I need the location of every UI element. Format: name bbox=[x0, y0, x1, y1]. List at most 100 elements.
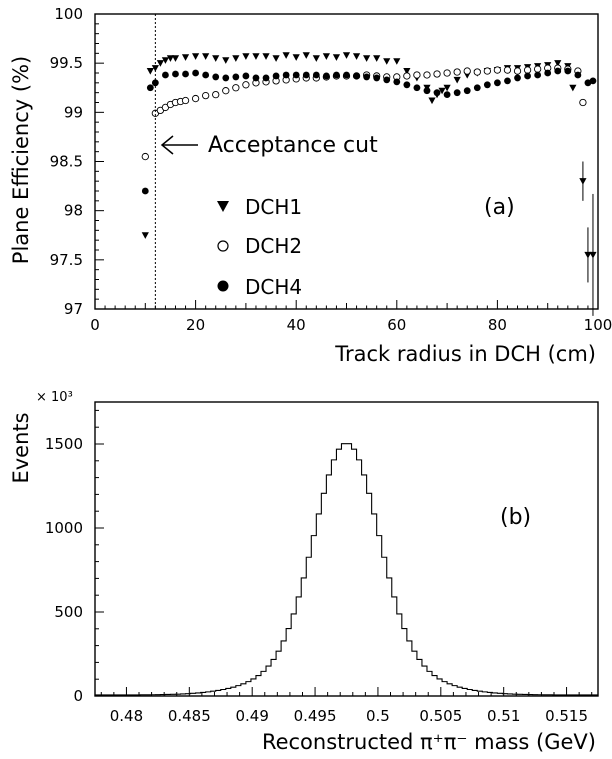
point-dch1 bbox=[373, 55, 381, 62]
point-dch1 bbox=[232, 55, 240, 62]
point-dch4 bbox=[162, 71, 169, 79]
legend-marker-dch1 bbox=[217, 201, 229, 212]
panel-b-xtick-label: 0.48 bbox=[110, 707, 143, 725]
point-dch2 bbox=[403, 72, 411, 80]
point-dch2 bbox=[222, 87, 230, 95]
point-dch4 bbox=[383, 76, 391, 84]
panel-b-ylabel: Events bbox=[9, 412, 33, 483]
point-dch1 bbox=[332, 54, 341, 61]
acceptance-cut-arrow bbox=[160, 135, 198, 155]
point-dch2 bbox=[483, 67, 491, 75]
point-dch4 bbox=[242, 72, 250, 80]
point-dch1 bbox=[312, 55, 320, 62]
histogram-outline bbox=[94, 443, 599, 696]
panel-b-marks bbox=[94, 443, 599, 696]
point-dch1 bbox=[579, 178, 587, 185]
point-dch1 bbox=[212, 55, 220, 62]
point-dch2 bbox=[413, 71, 421, 79]
panel-a-xtick-label: 60 bbox=[387, 316, 406, 334]
panel-b-xlabel: Reconstructed π⁺π⁻ mass (GeV) bbox=[262, 730, 596, 754]
point-dch2 bbox=[202, 91, 210, 100]
point-dch4 bbox=[232, 73, 240, 81]
panel-b-label: (b) bbox=[500, 505, 531, 530]
point-dch4 bbox=[524, 72, 531, 80]
legend-label-dch4: DCH4 bbox=[245, 275, 302, 299]
point-dch1 bbox=[453, 76, 461, 84]
point-dch4 bbox=[222, 74, 230, 82]
legend-marker-dch2 bbox=[217, 240, 229, 252]
point-dch4 bbox=[433, 89, 441, 97]
panel-a-ylabel: Plane Efficiency (%) bbox=[9, 56, 33, 264]
point-dch4 bbox=[494, 79, 501, 87]
point-dch4 bbox=[423, 87, 431, 95]
point-dch1 bbox=[292, 54, 300, 61]
panel-b-xtick-label: 0.505 bbox=[419, 707, 462, 725]
legend-a: DCH1 DCH2 DCH4 bbox=[217, 195, 302, 299]
panel-a: 0 20 40 60 80 100 97 97.5 98 98.5 99 99.5 100 Accept… bbox=[9, 5, 612, 366]
panel-a-marks bbox=[141, 52, 597, 316]
point-dch4 bbox=[302, 71, 310, 79]
point-dch2 bbox=[533, 65, 542, 73]
point-dch2 bbox=[523, 66, 532, 74]
panel-a-xtick-label: 100 bbox=[584, 316, 612, 334]
point-dch1 bbox=[151, 65, 159, 72]
point-dch1 bbox=[282, 52, 290, 59]
point-dch2 bbox=[453, 68, 461, 76]
point-dch1 bbox=[393, 58, 401, 65]
panel-b-xtick-label: 0.51 bbox=[487, 707, 520, 725]
panel-a-ytick-label: 100 bbox=[54, 5, 83, 23]
panel-a-xtick-label: 0 bbox=[90, 316, 100, 334]
panel-b-frame bbox=[94, 401, 599, 697]
panel-b-xtick-label: 0.495 bbox=[294, 707, 337, 725]
panel-b-xtick-label: 0.5 bbox=[366, 707, 390, 725]
legend-label-dch1: DCH1 bbox=[245, 195, 302, 219]
point-dch4 bbox=[373, 74, 381, 82]
point-dch1 bbox=[156, 60, 164, 67]
point-dch4 bbox=[333, 71, 340, 79]
point-dch1 bbox=[146, 68, 154, 75]
point-dch4 bbox=[473, 84, 481, 92]
point-dch2 bbox=[191, 94, 200, 103]
point-dch1 bbox=[589, 251, 597, 259]
point-dch4 bbox=[272, 72, 280, 80]
panel-b-xtick-label: 0.49 bbox=[235, 707, 268, 725]
point-dch2 bbox=[433, 70, 441, 78]
point-dch1 bbox=[181, 54, 190, 61]
point-dch1 bbox=[202, 53, 210, 60]
point-dch4 bbox=[564, 67, 572, 75]
panel-a-xtick-label: 80 bbox=[488, 316, 507, 334]
panel-a-xtick-label: 40 bbox=[287, 316, 306, 334]
point-dch1 bbox=[161, 57, 170, 64]
point-dch1 bbox=[222, 57, 230, 64]
point-dch2 bbox=[212, 90, 220, 99]
point-dch1 bbox=[428, 97, 436, 105]
point-dch4 bbox=[574, 71, 582, 79]
panel-a-ticks: 0 20 40 60 80 100 97 97.5 98 98.5 99 99.5 100 bbox=[50, 5, 612, 334]
legend-marker-dch4 bbox=[217, 280, 229, 292]
point-dch1 bbox=[252, 53, 260, 60]
point-dch4 bbox=[463, 87, 471, 95]
panel-b-ytick-label: 0 bbox=[73, 687, 83, 705]
point-dch4 bbox=[589, 77, 597, 85]
panel-b-xtick-label: 0.485 bbox=[168, 707, 211, 725]
point-dch1 bbox=[322, 53, 330, 60]
point-dch2 bbox=[463, 67, 471, 75]
point-dch4 bbox=[353, 72, 360, 80]
point-dch4 bbox=[322, 72, 330, 80]
point-dch1 bbox=[272, 55, 280, 62]
point-dch4 bbox=[363, 73, 371, 81]
panel-b-ytick-label: 500 bbox=[54, 603, 83, 621]
panel-a-ytick-label: 97 bbox=[64, 300, 83, 318]
panel-b-ytick-label: 1500 bbox=[45, 435, 83, 453]
point-dch4 bbox=[544, 69, 552, 77]
point-dch1 bbox=[352, 53, 361, 60]
point-dch4 bbox=[252, 74, 260, 82]
point-dch1 bbox=[166, 55, 175, 62]
point-dch4 bbox=[282, 71, 290, 79]
point-dch4 bbox=[192, 69, 200, 77]
point-dch4 bbox=[212, 73, 220, 81]
point-dch4 bbox=[504, 77, 511, 85]
panel-b: 0.48 0.485 0.49 0.495 0.5 0.505 0.51 0.515 0 500 1… bbox=[9, 390, 599, 754]
point-dch1 bbox=[554, 60, 562, 67]
acceptance-cut-label: Acceptance cut bbox=[208, 133, 378, 158]
